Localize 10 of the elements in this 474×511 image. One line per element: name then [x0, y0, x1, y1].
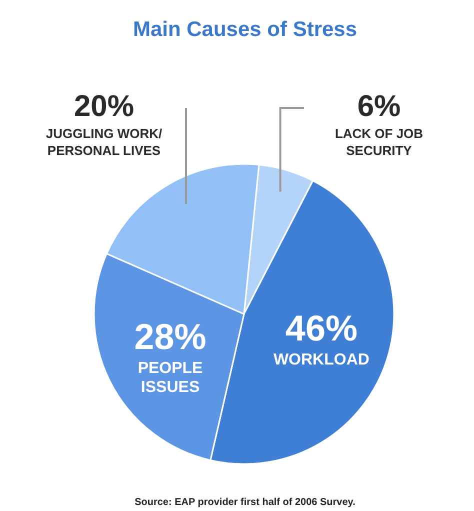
- slice-label: LACK OF JOB SECURITY: [334, 126, 424, 158]
- slice-label: WORKLOAD: [273, 351, 370, 368]
- chart-title: Main Causes of Stress: [132, 18, 358, 41]
- data-label: 20%: [74, 90, 134, 123]
- slice-label: JUGGLING WORK/ PERSONAL LIVES: [46, 126, 163, 158]
- data-label: 46%: [285, 307, 358, 348]
- source-note: Source: EAP provider first half of 2006 Survey.: [134, 497, 356, 508]
- data-label: 28%: [134, 316, 206, 358]
- slice-label: PEOPLE ISSUES: [138, 360, 204, 396]
- data-label: 6%: [357, 90, 401, 123]
